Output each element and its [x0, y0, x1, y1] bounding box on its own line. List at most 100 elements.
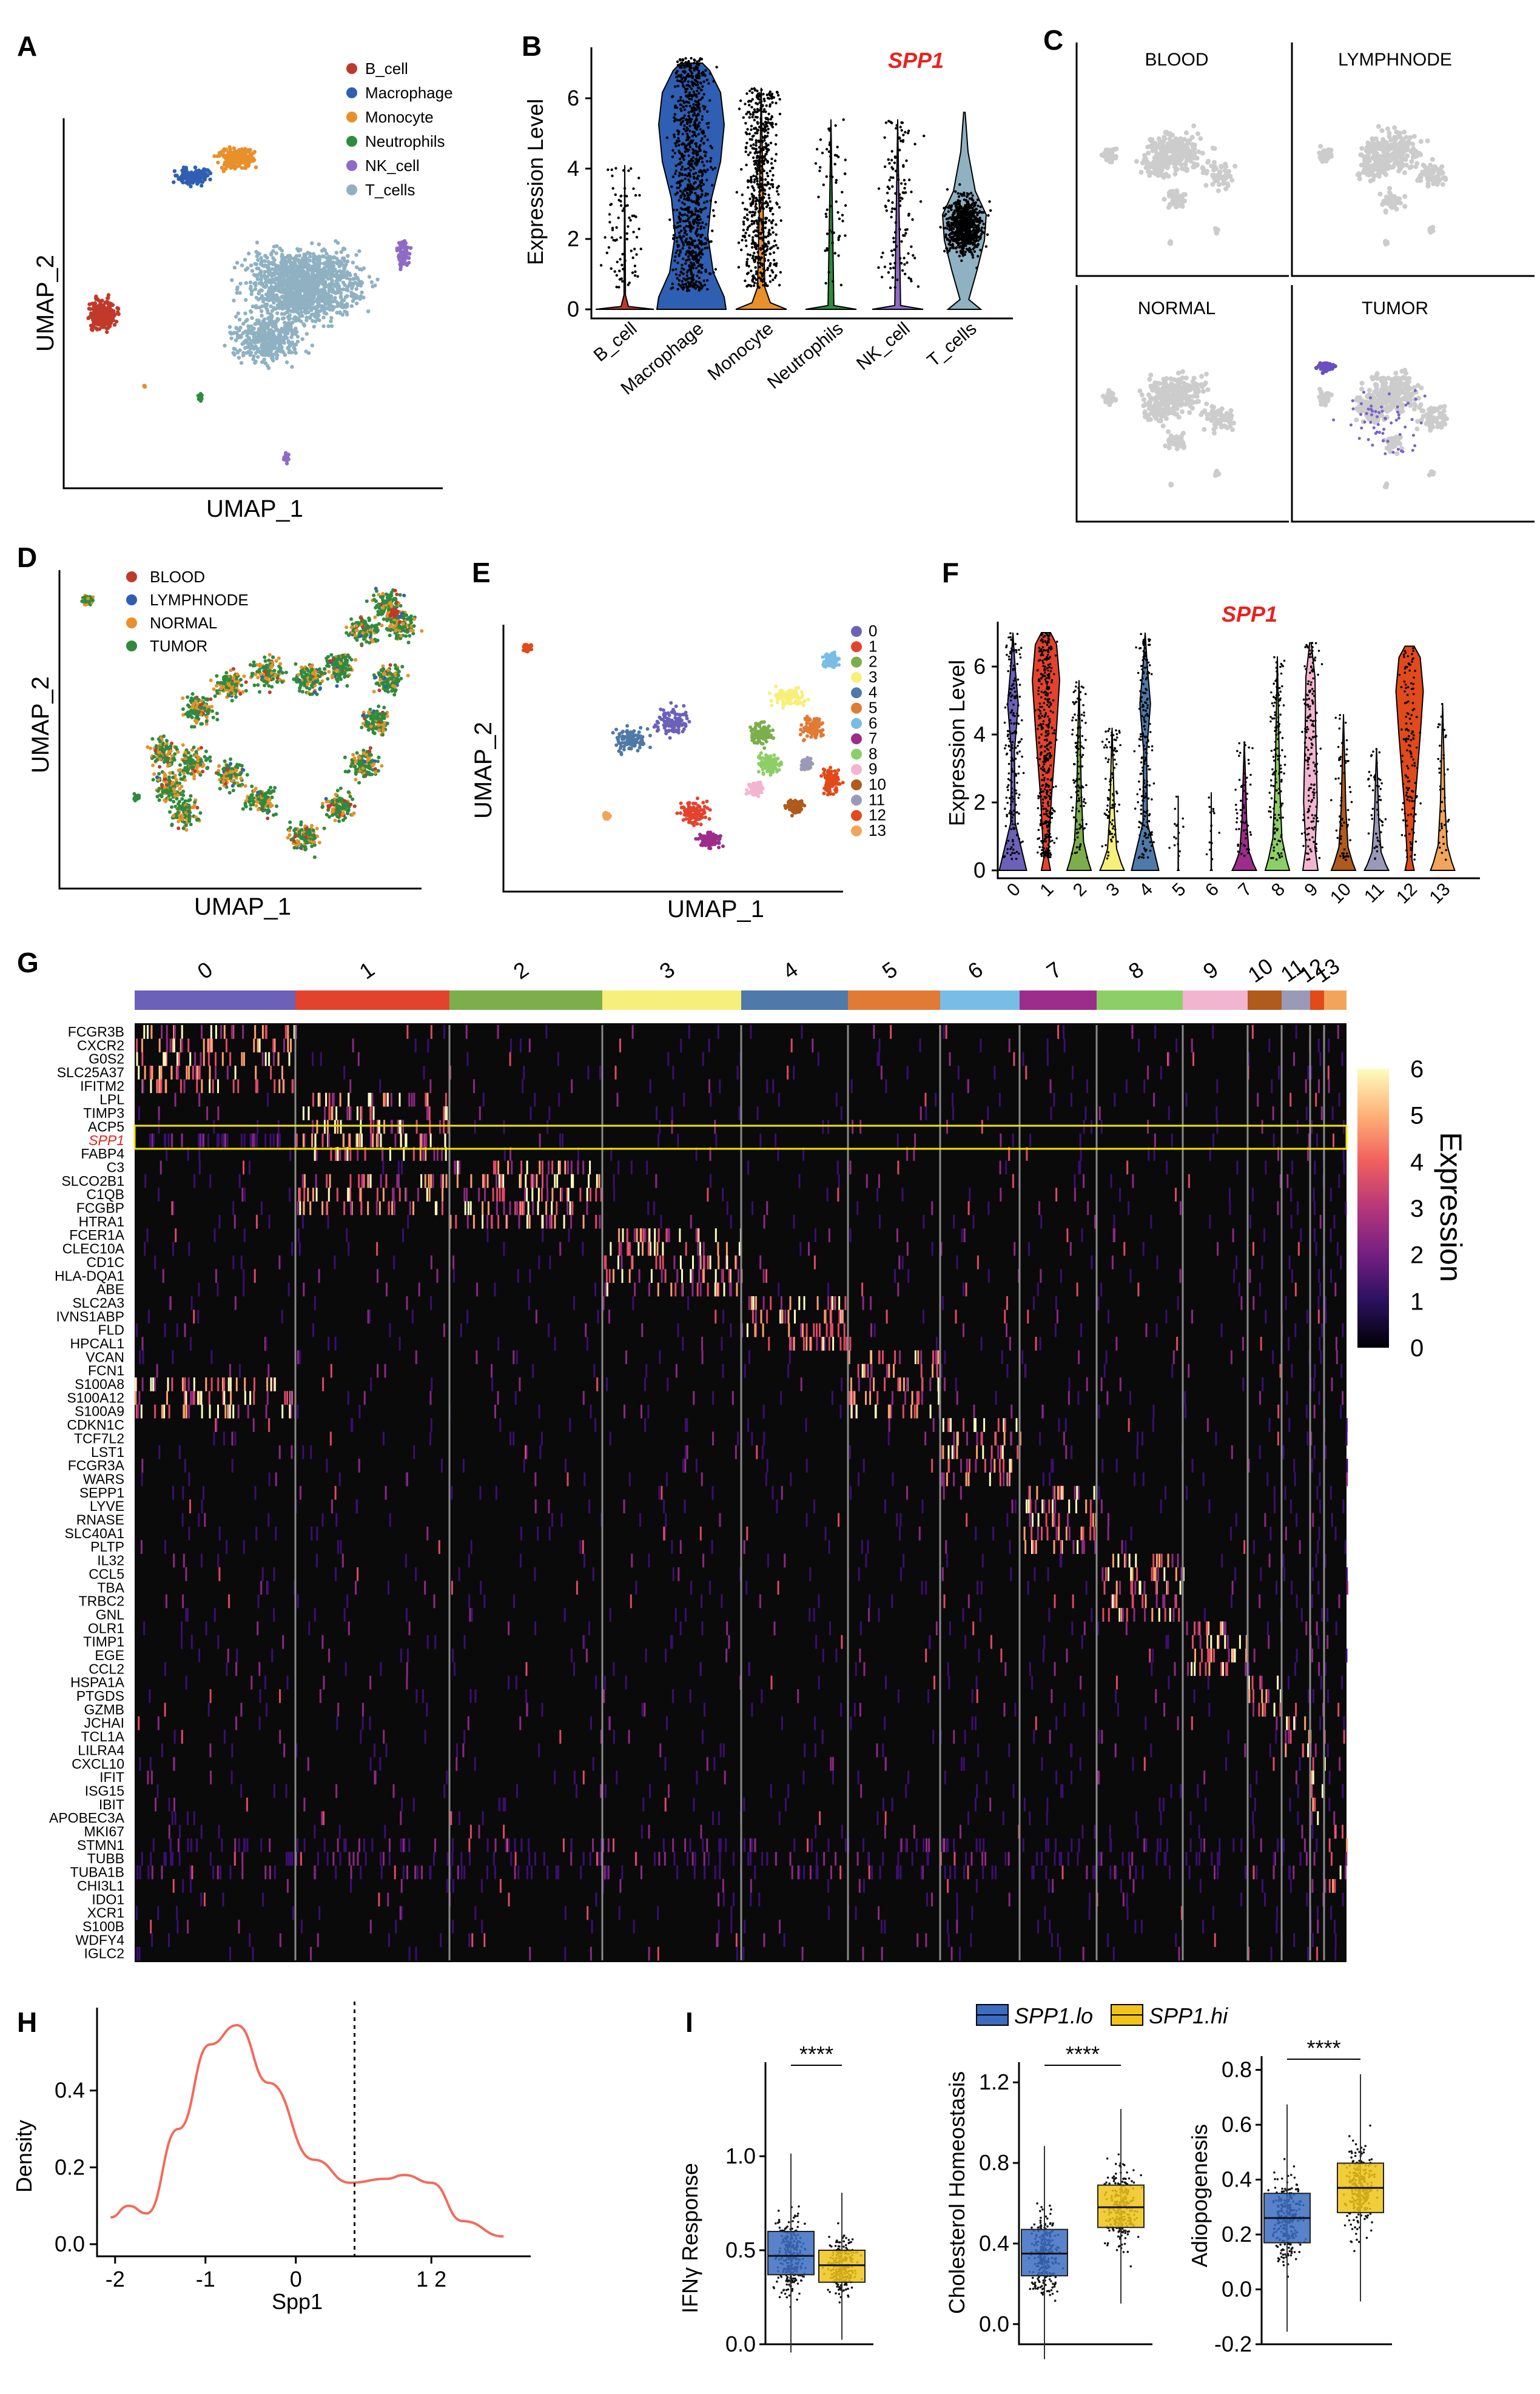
- violin-point: [693, 239, 696, 243]
- violin-point: [833, 153, 837, 156]
- violin-point: [756, 223, 760, 226]
- violin-point: [688, 91, 691, 95]
- violin-point: [674, 72, 678, 75]
- tcell-point: [310, 284, 314, 288]
- violin-point: [761, 184, 764, 187]
- violin-point: [756, 110, 759, 113]
- violin-point: [685, 104, 688, 107]
- macrophage-point: [181, 180, 185, 184]
- tcell-point: [265, 255, 269, 260]
- violin-point: [983, 231, 986, 234]
- tcell-point: [269, 312, 274, 317]
- violin-point: [682, 235, 685, 238]
- tcell-point: [292, 342, 297, 347]
- violin-point: [891, 185, 894, 188]
- tcell-point: [295, 247, 300, 251]
- tcell-point: [293, 256, 298, 261]
- tcell-point: [266, 298, 271, 302]
- tcell-point: [294, 285, 298, 289]
- macrophage-point: [185, 175, 189, 180]
- tcell-point: [371, 284, 375, 289]
- bcell-point: [112, 323, 117, 327]
- tcell-point: [282, 266, 286, 270]
- violin-point: [745, 263, 748, 266]
- tcell-point: [345, 310, 349, 315]
- violin-point: [691, 242, 694, 246]
- violin-point: [768, 197, 771, 200]
- tcell-point: [354, 287, 358, 291]
- violin-point: [769, 233, 772, 236]
- violin-point: [778, 206, 781, 209]
- violin-point: [975, 244, 979, 247]
- tcell-point: [245, 341, 250, 345]
- violin-point: [776, 246, 779, 250]
- violin-point: [690, 140, 693, 143]
- macrophage-point: [179, 175, 184, 179]
- violin-point: [772, 166, 775, 170]
- violin-point: [980, 232, 983, 235]
- violin-point: [694, 100, 698, 103]
- tcell-point: [267, 318, 272, 323]
- tcell-point: [298, 247, 303, 252]
- legend-dot-nk-cell: [346, 160, 357, 171]
- violin-point: [967, 250, 971, 253]
- tcell-point: [274, 251, 278, 255]
- violin-point: [634, 270, 637, 274]
- violin-point: [763, 259, 767, 263]
- violin-point: [751, 91, 754, 94]
- tcell-point: [275, 271, 279, 275]
- violin-point: [678, 150, 681, 153]
- violin-point: [688, 65, 691, 69]
- violin-point: [691, 151, 694, 155]
- bcell-point: [116, 306, 121, 311]
- violin-point: [822, 183, 825, 186]
- tcell-point: [290, 321, 294, 325]
- tcell-point: [250, 316, 254, 320]
- violin-point: [957, 202, 960, 205]
- violin-point: [686, 135, 689, 139]
- violin-point: [762, 93, 765, 96]
- violin-point: [691, 135, 694, 138]
- violin-point: [676, 118, 679, 122]
- bcell-point: [110, 318, 114, 322]
- violin-point: [961, 193, 964, 196]
- violin-point: [903, 187, 906, 190]
- violin-point: [898, 204, 902, 207]
- violin-point: [697, 72, 701, 75]
- violin-point: [688, 124, 691, 127]
- tcell-point: [322, 254, 326, 259]
- violin-point: [958, 230, 961, 234]
- violin-point: [756, 129, 760, 132]
- violin-point: [694, 126, 697, 129]
- violin-point: [753, 147, 756, 150]
- bcell-point: [101, 316, 106, 320]
- tcell-point: [229, 336, 234, 341]
- violin-point: [741, 201, 744, 204]
- violin-point: [764, 226, 767, 229]
- violin-point: [701, 115, 704, 118]
- violin-point: [893, 261, 896, 265]
- tcell-point: [322, 285, 326, 290]
- violin-point: [693, 112, 696, 115]
- violin-point: [624, 204, 627, 207]
- violin-point: [761, 228, 764, 231]
- violin-point: [762, 146, 765, 149]
- tcell-point: [340, 298, 345, 302]
- violin-point: [705, 223, 708, 226]
- violin-point: [676, 208, 679, 212]
- violin-point: [681, 191, 684, 195]
- violin-point: [752, 274, 755, 277]
- violin-point: [755, 255, 758, 258]
- violin-point: [682, 158, 685, 161]
- tcell-point: [301, 322, 306, 326]
- violin-point: [684, 87, 687, 90]
- violin-point: [763, 124, 766, 127]
- violin-point: [679, 224, 682, 227]
- violin-point: [829, 175, 832, 178]
- violin-point: [753, 189, 756, 192]
- tcell-point: [272, 294, 277, 298]
- violin-point: [750, 269, 753, 272]
- violin-point: [699, 195, 702, 198]
- violin-point: [679, 284, 682, 287]
